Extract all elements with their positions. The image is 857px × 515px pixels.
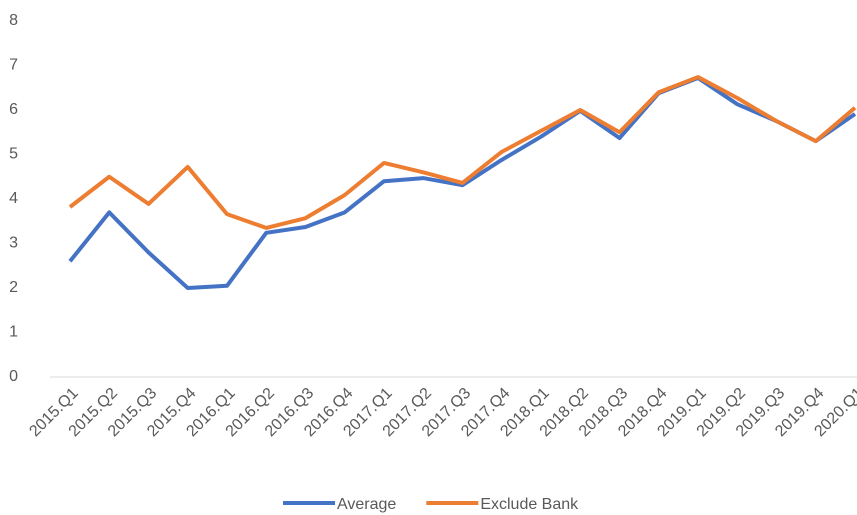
- y-tick-label: 0: [9, 368, 18, 385]
- y-tick-label: 3: [9, 235, 18, 252]
- legend-label: Average: [337, 496, 396, 513]
- y-tick-label: 1: [9, 324, 18, 341]
- y-tick-label: 6: [9, 101, 18, 118]
- line-series: [68, 75, 857, 290]
- y-tick-label: 8: [9, 12, 18, 29]
- line-series: [68, 75, 857, 230]
- y-tick-label: 4: [9, 190, 18, 207]
- legend-label: Exclude Bank: [480, 496, 579, 513]
- y-tick-label: 2: [9, 279, 18, 296]
- y-tick-label: 5: [9, 146, 18, 163]
- y-tick-label: 7: [9, 57, 18, 74]
